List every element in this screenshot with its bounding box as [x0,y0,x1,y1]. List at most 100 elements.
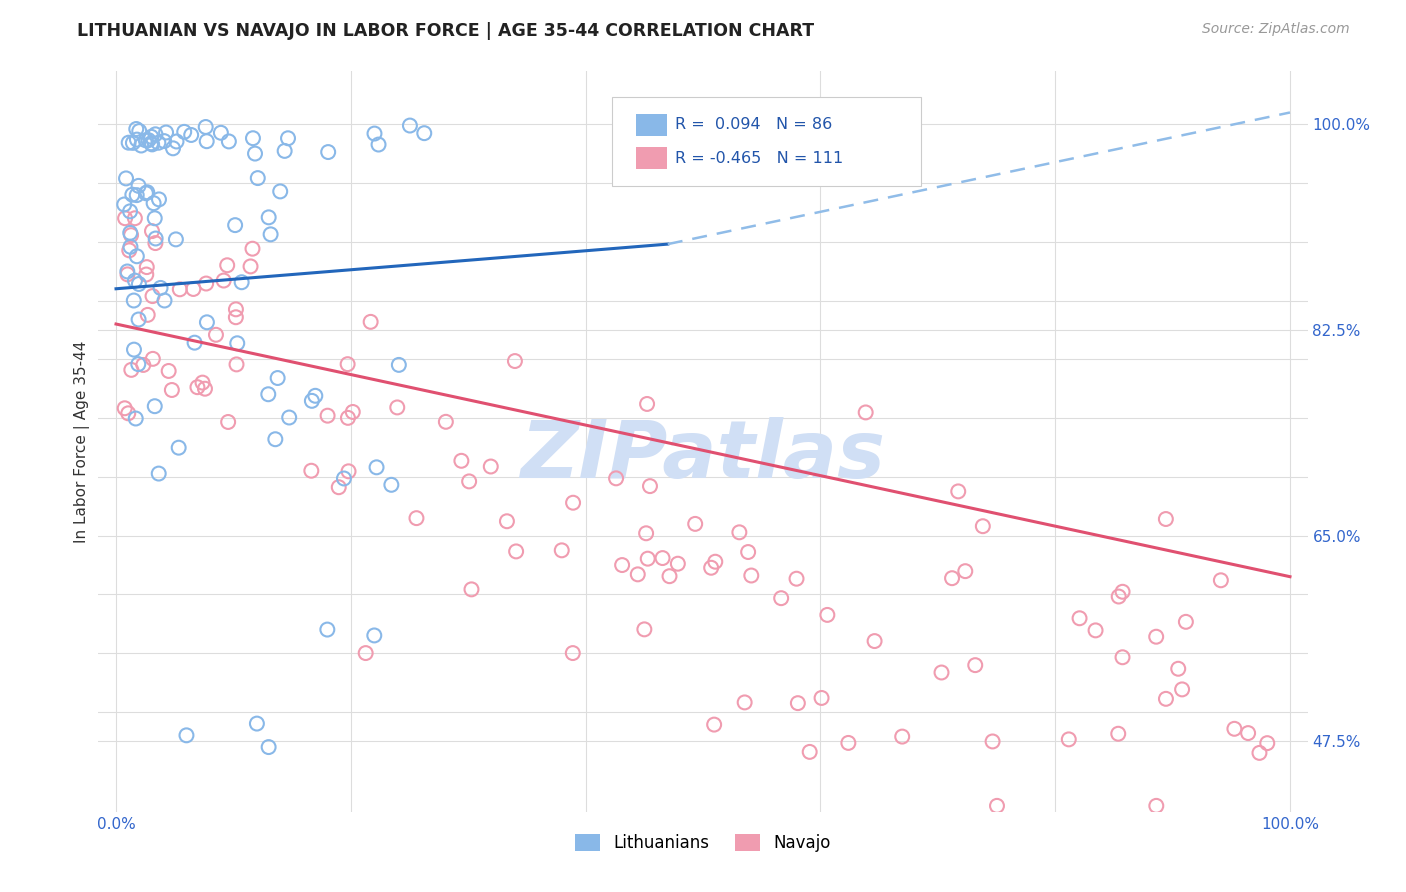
Point [636,526,658,541]
Point [115,171,138,186]
Point [299,464,322,478]
Point [460,582,482,597]
Point [124,274,146,288]
Point [479,459,502,474]
Point [242,242,264,256]
Point [799,745,821,759]
Point [728,525,751,540]
Point [1111,650,1133,665]
Point [125,188,148,202]
Point [127,357,149,371]
Point [180,128,202,142]
Point [117,406,139,420]
Point [183,282,205,296]
Point [166,135,188,149]
Point [246,716,269,731]
Point [141,129,163,144]
Point [195,315,218,329]
Point [121,187,143,202]
Point [118,136,141,150]
Point [142,196,165,211]
Point [243,146,266,161]
Point [986,798,1008,813]
Point [354,646,377,660]
Point [135,133,157,147]
Point [891,730,914,744]
Point [366,460,388,475]
FancyBboxPatch shape [637,147,666,169]
FancyBboxPatch shape [613,97,921,186]
Point [138,133,160,147]
Point [217,415,239,429]
Point [129,138,152,153]
Point [399,119,422,133]
Point [145,236,167,251]
Point [1167,662,1189,676]
Text: R =  0.094   N = 86: R = 0.094 N = 86 [675,117,832,132]
Point [195,134,218,148]
Text: LITHUANIAN VS NAVAJO IN LABOR FORCE | AGE 35-44 CORRELATION CHART: LITHUANIAN VS NAVAJO IN LABOR FORCE | AG… [77,22,814,40]
Point [277,131,299,145]
Point [786,696,808,710]
Point [246,171,269,186]
Point [225,302,247,317]
Point [931,665,953,680]
Point [231,275,253,289]
Point [259,227,281,242]
Point [278,410,301,425]
Point [328,480,350,494]
Point [145,231,167,245]
Point [496,514,519,528]
Point [194,382,217,396]
Point [1108,590,1130,604]
Point [458,475,481,489]
Point [700,560,723,574]
Text: ZIPatlas: ZIPatlas [520,417,886,495]
Point [141,289,163,303]
Point [638,479,661,493]
Point [135,268,157,282]
Point [1144,798,1167,813]
Point [333,471,356,485]
Point [1249,746,1271,760]
Point [551,543,574,558]
Point [157,364,180,378]
FancyBboxPatch shape [637,113,666,136]
Point [125,249,148,263]
Point [128,312,150,326]
Point [605,471,627,485]
Point [125,132,148,146]
Text: R = -0.465   N = 111: R = -0.465 N = 111 [675,152,844,166]
Point [141,136,163,151]
Point [225,310,247,325]
Point [273,144,295,158]
Point [148,136,170,150]
Point [387,401,409,415]
Point [503,354,526,368]
Point [142,351,165,366]
Point [120,228,142,243]
Point [135,260,157,274]
Point [112,197,135,211]
Point [141,224,163,238]
Point [160,383,183,397]
Point [149,281,172,295]
Point [948,484,970,499]
Point [141,137,163,152]
Point [117,264,139,278]
Point [610,558,633,572]
Point [815,607,838,622]
Point [226,336,249,351]
Point [125,411,148,425]
Legend: Lithuanians, Navajo: Lithuanians, Navajo [569,828,837,859]
Point [1154,691,1177,706]
Point [128,124,150,138]
Point [148,193,170,207]
Point [981,734,1004,748]
Point [703,717,725,731]
Point [167,441,190,455]
Point [136,186,159,200]
Point [627,567,650,582]
Point [666,557,689,571]
Point [257,740,280,755]
